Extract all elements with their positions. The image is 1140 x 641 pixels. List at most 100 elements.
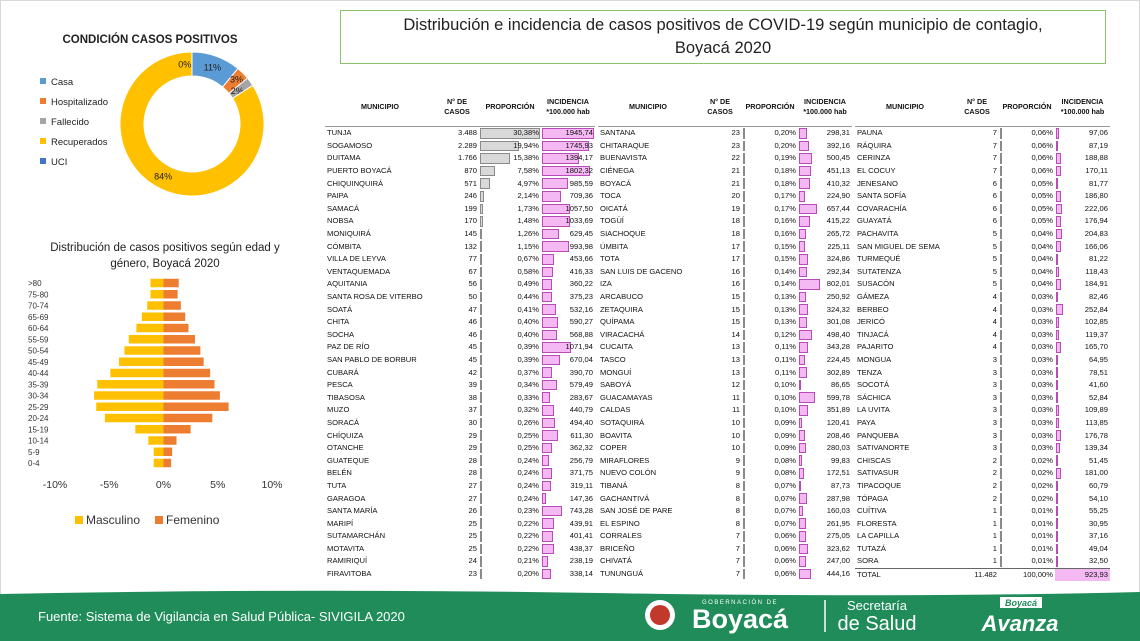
y-tick-label: 5-9 [28,448,40,457]
table-cell: 0,06% [999,127,1055,140]
table-row: GUAYATÁ 6 0,05% 176,94 [855,215,1110,228]
cell-text: 0,04% [1031,266,1053,276]
proportion-bar [743,228,745,240]
table-cell: 188,88 [1055,152,1110,165]
cell-text: 0,01% [1031,506,1053,516]
table-cell: 0,04% [999,228,1055,241]
cell-text: 657,44 [826,203,850,213]
incidence-bar [542,253,555,265]
cell-text: 4 [992,342,997,352]
cell-text: 3 [992,443,997,453]
cell-text: 1802,32 [565,166,593,176]
table-cell: SOATÁ [325,303,435,316]
cell-text: 6 [992,203,997,213]
incidence-bar [542,354,560,366]
y-tick-label: 70-74 [28,302,49,311]
table-cell: 170 [435,215,479,228]
incidence-bar [799,291,806,303]
table-cell: 0,14% [742,266,798,279]
incidence-bar [799,279,821,290]
proportion-bar [480,228,483,240]
proportion-bar [480,531,482,542]
cell-text: 8 [735,480,740,490]
table-cell: 1.766 [435,152,479,165]
table-cell: 7,58% [479,165,541,178]
incidence-bar [799,480,802,492]
table-cell: 0,10% [742,404,798,417]
table-cell: IZA [598,278,698,291]
y-tick-label: 45-49 [28,358,49,367]
bar [97,380,164,389]
cell-text: 0,07% [774,518,796,528]
incidence-bar [1056,266,1060,278]
proportion-bar [1000,543,1002,555]
table-cell: 1 [955,555,999,568]
page-title: Distribución e incidencia de casos posit… [340,10,1106,64]
cell-text: 37,16 [1088,531,1108,541]
table-cell: 283,67 [541,391,595,404]
table-cell: TUNUNGUÁ [598,568,698,581]
table-row: PACHAVITA 5 0,04% 204,83 [855,228,1110,241]
table-row: SATIVASUR 2 0,02% 181,00 [855,467,1110,480]
table-row: CERINZA 7 0,06% 188,88 [855,152,1110,165]
incidence-bar [799,216,811,227]
table-cell: 1033,69 [541,215,595,228]
column-header: N° DE CASOS [698,88,742,127]
table-cell: 0,33% [479,391,541,404]
bar [124,346,164,355]
cell-text: 0,03% [1031,354,1053,364]
cell-text: SAN MIGUEL DE SEMA [857,241,940,251]
proportion-bar [743,405,745,416]
cell-text: PAZ DE RÍO [327,342,370,352]
proportion-bar [480,379,482,391]
proportion-bar [1000,128,1002,139]
table-cell: 1071,94 [541,341,595,354]
table-cell: 0,02% [999,492,1055,505]
table-cell: 5 [955,253,999,266]
bar [119,357,164,366]
incidence-bar [542,140,589,152]
table-row: NUEVO COLÓN 9 0,08% 172,51 [598,467,852,480]
proportion-bar [480,304,482,315]
table-row: BRICEÑO 7 0,06% 323,62 [598,543,852,556]
table-cell: 27 [435,492,479,505]
table-cell: 7 [955,127,999,140]
incidence-bar [1056,367,1059,378]
cell-text: 0,03% [1031,317,1053,327]
table-cell: 250,92 [798,291,852,304]
table-cell: 261,95 [798,517,852,530]
cell-text: IZA [600,279,612,289]
table-cell: 0,13% [742,291,798,304]
cell-text: 4,97% [517,178,539,188]
cell-text: PAYA [857,417,876,427]
proportion-bar [480,392,482,404]
cell-text: 0,03% [1031,342,1053,352]
cell-text: 0,11% [775,354,796,364]
cell-text: 0,04% [1031,279,1053,289]
table-cell: TOGÜÍ [598,215,698,228]
proportion-bar [480,468,482,479]
proportion-bar [480,455,482,467]
cell-text: 292,34 [826,266,850,276]
cell-text: 0,39% [517,354,539,364]
proportion-bar [743,165,745,177]
cell-text: 611,30 [570,430,593,440]
cell-text: SATIVANORTE [857,443,910,453]
legend-label: Masculino [86,513,140,527]
incidence-bar [1056,505,1058,517]
table-row: CHÍQUIZA 29 0,25% 611,30 [325,429,595,442]
cell-text: 4 [992,329,997,339]
cell-text: 50 [468,292,477,302]
table-cell: CÓMBITA [325,240,435,253]
cell-text: 27 [468,480,477,490]
proportion-bar [743,128,745,139]
table-cell: 224,45 [798,354,852,367]
table-cell: SATIVASUR [855,467,955,480]
table-cell: 324,32 [798,303,852,316]
cell-text: 0,07% [774,506,796,516]
table-cell: 7 [698,568,742,581]
table-cell: ÚMBITA [598,240,698,253]
proportion-bar [743,329,745,341]
incidence-bar [1056,379,1058,391]
incidence-bar [799,568,811,580]
